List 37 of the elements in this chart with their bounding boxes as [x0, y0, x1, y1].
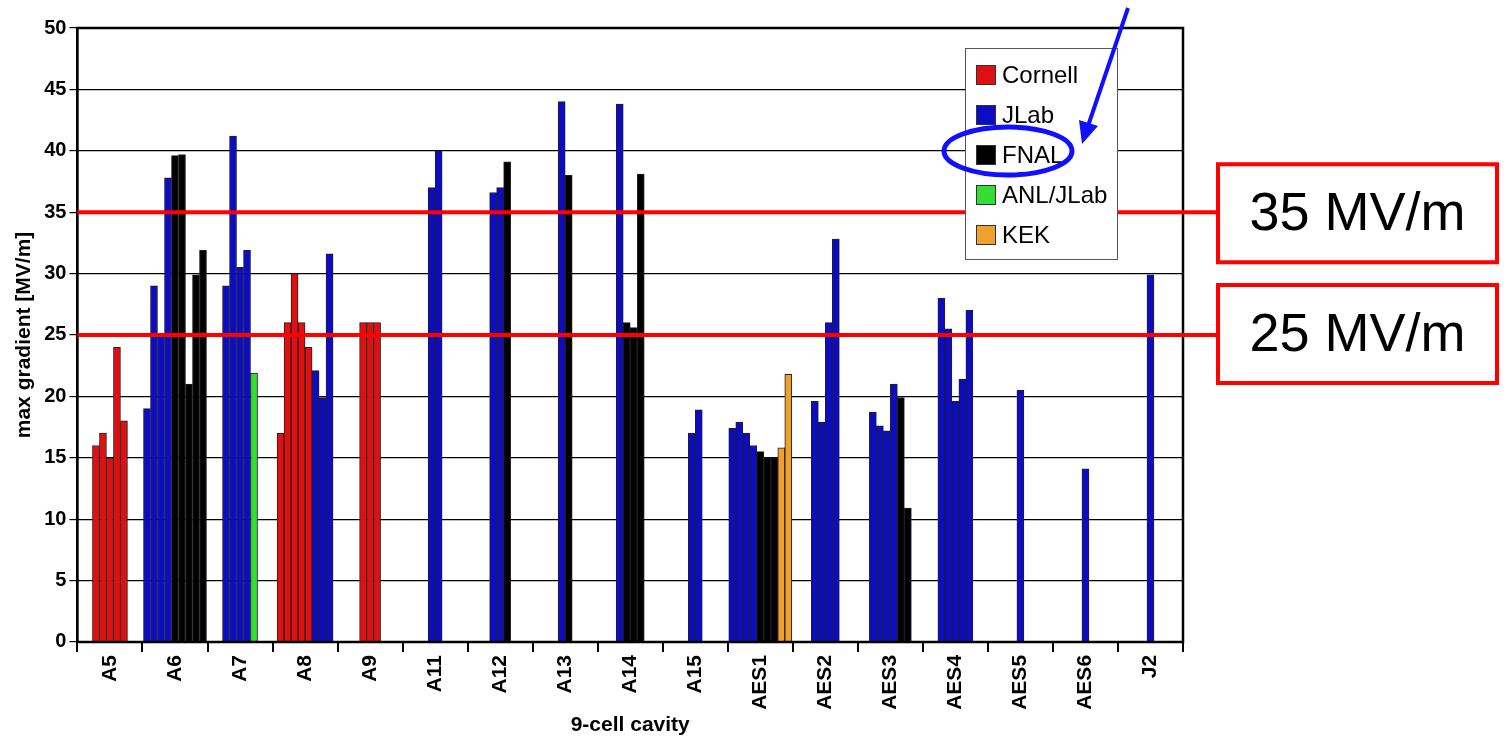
y-tick-label: 35 [44, 199, 67, 222]
ref-line-label: 35 MV/m [1249, 181, 1466, 242]
x-tick-label: A9 [356, 654, 380, 682]
y-tick-label: 5 [55, 568, 67, 591]
x-tick-label: AES1 [747, 654, 771, 710]
legend-label: ANL/JLab [1002, 181, 1108, 209]
x-tick-label: AES5 [1007, 654, 1031, 710]
y-tick-label: 30 [44, 261, 67, 284]
legend-label: Cornell [1002, 61, 1079, 89]
x-tick-label: A12 [486, 654, 510, 694]
y-tick-label: 15 [44, 445, 67, 468]
y-tick-label: 25 [44, 322, 67, 345]
y-tick-label: 45 [44, 76, 67, 99]
y-axis-title: max gradient [MV/m] [11, 231, 35, 439]
x-tick-label: A11 [421, 654, 445, 693]
legend-label: FNAL [1002, 141, 1064, 169]
x-tick-label: A8 [291, 654, 315, 682]
x-tick-label: A14 [617, 654, 641, 694]
x-tick-label: A6 [161, 654, 185, 682]
x-tick-label: AES6 [1072, 654, 1096, 710]
x-tick-label: A5 [96, 654, 120, 682]
x-tick-label: AES4 [942, 654, 966, 710]
ref-line-label: 25 MV/m [1249, 301, 1466, 362]
legend-label: JLab [1002, 101, 1055, 129]
x-tick-label: A13 [551, 654, 575, 694]
y-tick-label: 40 [44, 138, 67, 161]
y-tick-label: 20 [44, 383, 67, 406]
x-tick-label: AES3 [877, 654, 901, 710]
y-tick-label: 0 [55, 629, 67, 652]
y-tick-label: 10 [44, 506, 67, 529]
x-axis-title: 9-cell cavity [570, 712, 691, 736]
y-tick-label: 50 [44, 15, 67, 38]
legend-label: KEK [1002, 221, 1051, 249]
x-tick-label: A7 [226, 654, 250, 682]
x-tick-label: J2 [1137, 654, 1161, 679]
x-tick-label: AES2 [812, 654, 836, 710]
x-tick-label: A15 [682, 654, 706, 694]
